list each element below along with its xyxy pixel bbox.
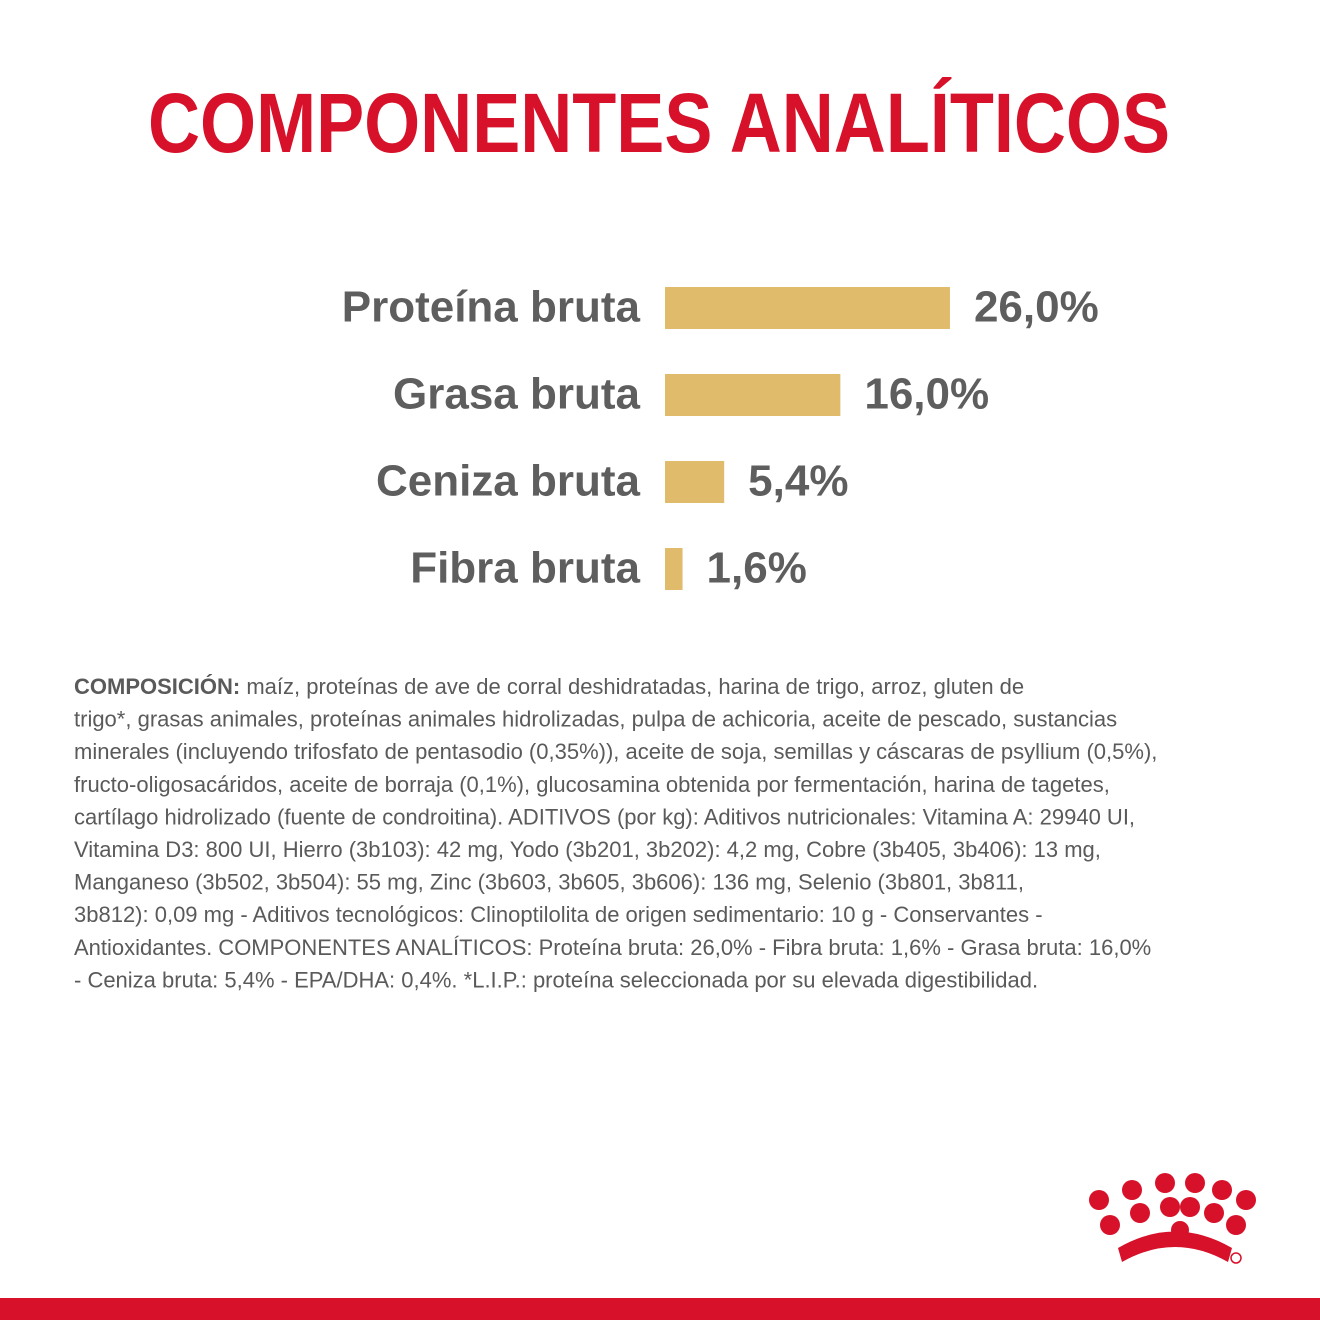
bottom-band [0,1298,1320,1320]
composition-line: - Ceniza bruta: 5,4% - EPA/DHA: 0,4%. *L… [74,967,1038,992]
value-label: 1,6% [707,544,807,593]
composition-line: Antioxidantes. COMPONENTES ANALÍTICOS: P… [74,935,1151,960]
composition-text: Vitamina D3: 800 UI, Hierro (3b103): 42 … [74,837,1101,862]
composition-text: Antioxidantes. COMPONENTES ANALÍTICOS: P… [74,935,1151,960]
composition-label: COMPOSICIÓN: [74,674,240,699]
bar-chart: Proteína bruta 26,0% Grasa bruta 16,0% Ceniz… [342,283,1099,593]
value-label: 5,4% [748,457,848,506]
composition-text: Manganeso (3b502, 3b504): 55 mg, Zinc (3… [74,870,1024,895]
composition-line: cartílago hidrolizado (fuente de condroi… [74,804,1135,829]
composition-text: minerales (incluyendo trifosfato de pent… [74,739,1157,764]
composition-line: Vitamina D3: 800 UI, Hierro (3b103): 42 … [74,837,1101,862]
composition-line: fructo-oligosacáridos, aceite de borraja… [74,772,1110,797]
composition-line: COMPOSICIÓN: maíz, proteínas de ave de c… [74,674,1024,699]
composition-line: 3b812): 0,09 mg - Aditivos tecnológicos:… [74,902,1043,927]
composition-line: trigo*, grasas animales, proteínas anima… [74,707,1117,732]
chart-title: COMPONENTES ANALÍTICOS [148,76,1170,170]
category-label: Ceniza bruta [376,457,641,506]
brand-logo [1089,1173,1256,1264]
composition-text: trigo*, grasas animales, proteínas anima… [74,707,1117,732]
composition-line: Manganeso (3b502, 3b504): 55 mg, Zinc (3… [74,870,1024,895]
bar [665,287,950,329]
composition-text: - Ceniza bruta: 5,4% - EPA/DHA: 0,4%. *L… [74,967,1038,992]
category-label: Fibra bruta [410,544,640,593]
value-label: 26,0% [974,283,1099,332]
composition-text: 3b812): 0,09 mg - Aditivos tecnológicos:… [74,902,1043,927]
category-label: Proteína bruta [342,283,641,332]
composition-text: fructo-oligosacáridos, aceite de borraja… [74,772,1110,797]
bar [665,461,725,503]
bar [665,548,683,590]
category-label: Grasa bruta [393,370,641,419]
composition-text: cartílago hidrolizado (fuente de condroi… [74,804,1135,829]
bar [665,374,841,416]
value-label: 16,0% [864,370,989,419]
composition: COMPOSICIÓN: maíz, proteínas de ave de c… [74,674,1157,992]
composition-line: minerales (incluyendo trifosfato de pent… [74,739,1157,764]
composition-text: maíz, proteínas de ave de corral deshidr… [240,674,1024,699]
